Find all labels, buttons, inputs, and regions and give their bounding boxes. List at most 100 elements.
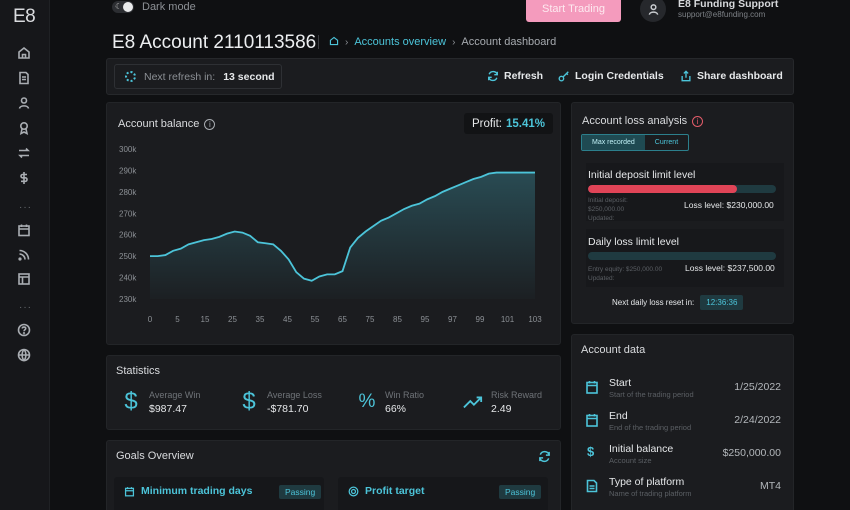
stat-average-loss: $ Average Loss -$781.70	[239, 388, 322, 417]
sidebar-separator: ···	[19, 202, 32, 213]
toggle-switch[interactable]: ☾	[112, 1, 134, 13]
stat-value: 66%	[385, 403, 407, 415]
balance-series-line	[150, 171, 535, 282]
account-data-row-initial-balance: $ Initial balance Account size $250,000.…	[582, 441, 787, 469]
x-tick-label: 97	[448, 315, 457, 324]
refresh-button-label: Refresh	[504, 70, 544, 82]
x-tick-label: 85	[393, 315, 402, 324]
key-icon	[558, 71, 569, 82]
percent-icon: %	[358, 391, 376, 412]
account-data-row-start: Start Start of the trading period 1/25/2…	[582, 375, 787, 403]
x-tick-label: 35	[256, 315, 265, 324]
tab-max-recorded[interactable]: Max recorded	[582, 135, 645, 150]
start-trading-button[interactable]: Start Trading	[526, 0, 621, 22]
help-icon[interactable]	[16, 322, 32, 338]
stat-label: Risk Reward	[491, 390, 543, 400]
document-icon	[586, 479, 598, 493]
support-profile[interactable]: E8 Funding Support support@e8funding.com	[640, 0, 778, 22]
award-icon[interactable]	[16, 120, 32, 136]
login-credentials-button[interactable]: Login Credentials	[558, 70, 664, 82]
row-description: Account size	[609, 456, 652, 465]
sidebar: E8 ··· ···	[0, 0, 50, 510]
dollar-icon: $	[124, 388, 138, 415]
document-icon[interactable]	[16, 70, 32, 86]
refresh-button[interactable]: Refresh	[487, 70, 543, 82]
account-balance-card: Account balance i Profit: 15.41% 230k 240…	[106, 102, 561, 345]
support-name: E8 Funding Support	[678, 0, 779, 10]
profile-avatar-icon[interactable]	[640, 0, 666, 22]
profit-value: 15.41%	[505, 117, 545, 130]
x-tick-label: 55	[311, 315, 320, 324]
daily-loss-caption: Entry equity: $250,000.00 Updated:	[588, 265, 662, 283]
breadcrumb-accounts-overview[interactable]: Accounts overview	[354, 36, 447, 48]
row-value: 1/25/2022	[734, 381, 781, 393]
row-description: End of the trading period	[609, 423, 692, 432]
loss-analysis-card: Account loss analysis i Max recorded Cur…	[571, 102, 794, 324]
home-icon[interactable]	[16, 45, 32, 61]
info-icon[interactable]: i	[204, 118, 216, 130]
initial-loss-level: Loss level: $230,000.00	[684, 200, 774, 210]
toggle-knob	[123, 2, 133, 12]
row-name: Type of platform	[609, 476, 685, 488]
dark-mode-toggle[interactable]: ☾ Dark mode	[112, 1, 196, 13]
stat-value: -$781.70	[267, 403, 309, 415]
initial-deposit-updated-label: Updated:	[588, 215, 615, 222]
x-tick-label: 101	[501, 315, 515, 324]
row-description: Name of trading platform	[609, 489, 692, 498]
tab-current[interactable]: Current	[654, 139, 679, 146]
dollar-icon[interactable]	[16, 170, 32, 186]
calendar-icon[interactable]	[16, 222, 32, 238]
breadcrumb-separator: ›	[452, 36, 456, 48]
y-tick-label: 240k	[119, 274, 137, 283]
x-tick-label: 99	[476, 315, 485, 324]
refresh-icon	[488, 70, 498, 82]
x-tick-label: 75	[366, 315, 375, 324]
goal-name: Profit target	[365, 485, 425, 497]
breadcrumb-current: Account dashboard	[461, 36, 557, 48]
share-dashboard-button[interactable]: Share dashboard	[680, 70, 783, 82]
calendar-icon	[124, 486, 135, 496]
y-tick-label: 270k	[119, 209, 137, 218]
info-icon[interactable]: i	[692, 115, 704, 127]
goal-minimum-trading-days: Minimum trading days Passing	[114, 477, 324, 510]
daily-loss-limit-bar	[588, 252, 776, 260]
loss-view-segmented-control: Max recorded Current	[581, 134, 690, 151]
globe-icon[interactable]	[16, 347, 32, 363]
initial-deposit-limit-title: Initial deposit limit level	[588, 169, 696, 181]
y-tick-label: 280k	[119, 188, 137, 197]
y-tick-label: 250k	[119, 252, 137, 261]
account-data-card: Account data Start Start of the trading …	[571, 334, 794, 510]
goals-refresh-icon[interactable]	[538, 450, 551, 463]
initial-deposit-limit-bar	[588, 185, 776, 193]
dashboard-toolbar: Next refresh in: 13 second Refresh Login…	[106, 58, 794, 95]
y-tick-label: 290k	[119, 166, 137, 175]
entry-equity-label: Entry equity: $250,000.00	[588, 266, 663, 273]
x-tick-label: 15	[201, 315, 210, 324]
layout-icon[interactable]	[16, 271, 32, 287]
dollar-icon: $	[242, 388, 256, 415]
breadcrumb-home-icon[interactable]	[329, 36, 339, 49]
loss-analysis-title: Account loss analysis i	[582, 115, 704, 127]
stat-value: $987.47	[149, 403, 187, 415]
goal-title: Profit target	[348, 485, 425, 497]
rss-icon[interactable]	[16, 247, 32, 263]
loading-spinner-icon	[125, 71, 136, 82]
exchange-icon[interactable]	[16, 145, 32, 161]
balance-chart: 230k 240k 250k 260k 270k 280k 290k 300k 0 5 15 25 35…	[119, 145, 542, 324]
dollar-icon: $	[587, 444, 595, 459]
y-tick-label: 300k	[119, 145, 137, 154]
row-description: Start of the trading period	[609, 390, 694, 399]
share-dashboard-label: Share dashboard	[697, 70, 783, 82]
stat-risk-reward: Risk Reward 2.49	[463, 389, 542, 417]
app-logo[interactable]: E8	[13, 6, 36, 27]
user-icon[interactable]	[16, 95, 32, 111]
daily-updated-label: Updated:	[588, 275, 615, 282]
y-tick-label: 260k	[119, 231, 137, 240]
account-data-title: Account data	[581, 344, 646, 356]
initial-deposit-caption-value: $250,000.00	[588, 206, 625, 213]
breadcrumb-separator: ›	[345, 36, 349, 48]
goal-name: Minimum trading days	[141, 485, 253, 497]
account-data-row-end: End End of the trading period 2/24/2022	[582, 408, 787, 436]
row-value: MT4	[760, 480, 781, 492]
row-name: Start	[609, 377, 632, 389]
